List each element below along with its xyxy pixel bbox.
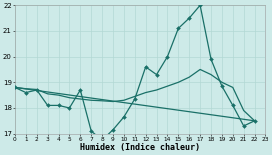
X-axis label: Humidex (Indice chaleur): Humidex (Indice chaleur) (80, 143, 200, 152)
